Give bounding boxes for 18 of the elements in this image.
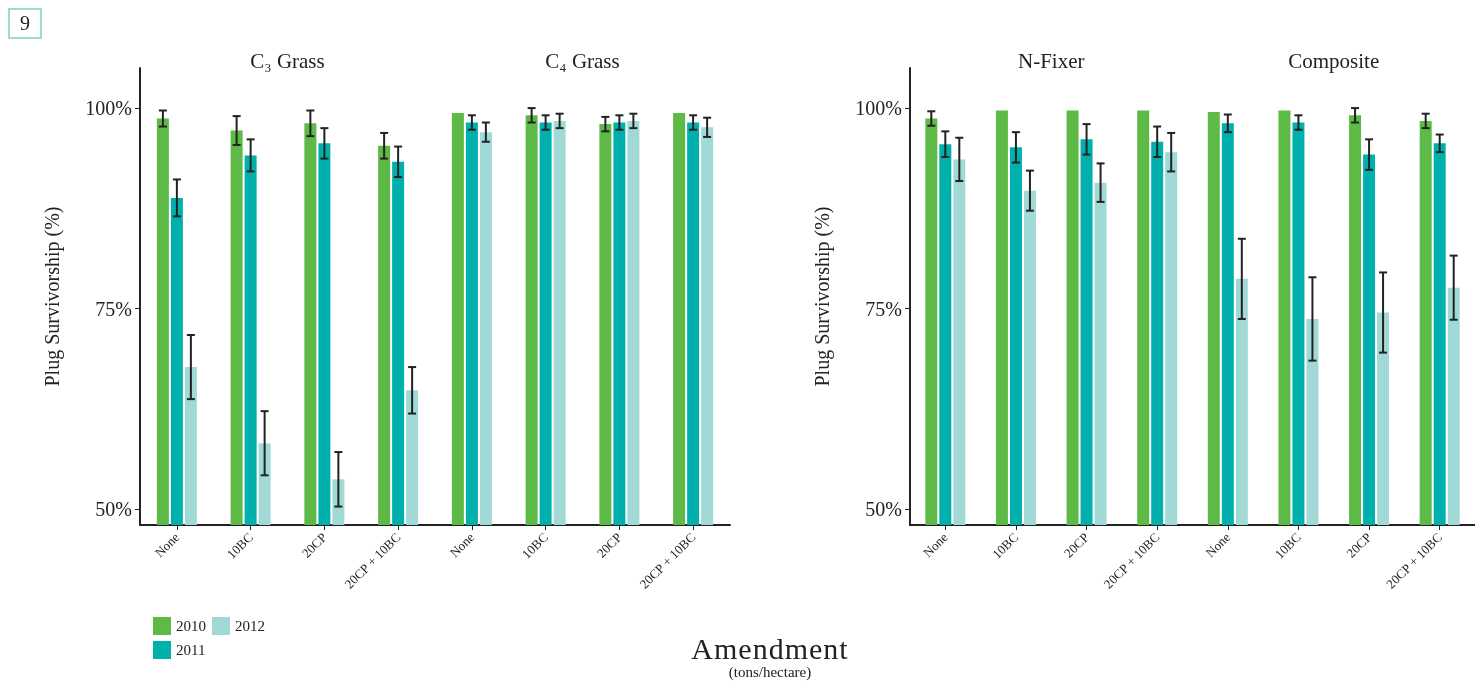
y-axis-title: Plug Survivorship (%): [811, 206, 834, 387]
y-tick-label: 50%: [95, 497, 132, 520]
text: (tons/hectare): [727, 664, 813, 681]
y-axis-title: Plug Survivorship (%): [41, 206, 64, 387]
legend-label: 2010: [176, 618, 206, 634]
y-tick-label: 100%: [855, 97, 902, 120]
text: 9: [8, 8, 42, 39]
annotation: C₄ Grass: [545, 48, 620, 73]
y-tick-label: 100%: [85, 97, 132, 120]
x-axis-title: Amendment: [690, 632, 850, 666]
annotation: Composite: [1288, 48, 1380, 73]
legend-label: 2011: [176, 642, 206, 658]
annotation: N-Fixer: [1018, 48, 1085, 73]
y-tick-label: 75%: [95, 297, 132, 320]
annotation: C₃ Grass: [250, 48, 325, 73]
y-tick-label: 75%: [865, 297, 902, 320]
legend-label: 2012: [235, 618, 265, 634]
y-tick-label: 50%: [865, 497, 902, 520]
